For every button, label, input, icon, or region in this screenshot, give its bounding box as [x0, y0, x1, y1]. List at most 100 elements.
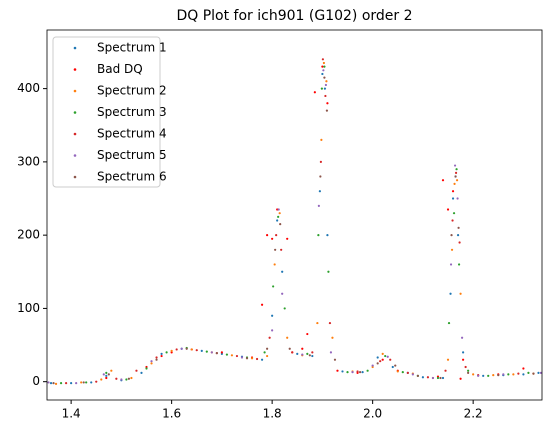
point — [271, 329, 274, 332]
point — [82, 381, 85, 384]
legend-box — [52, 36, 161, 188]
point — [316, 321, 319, 325]
point — [321, 58, 324, 61]
axes-frame — [46, 29, 543, 401]
legend-marker — [73, 68, 77, 71]
legend-label: Spectrum 6 — [97, 170, 167, 184]
point — [331, 336, 334, 339]
point — [125, 378, 128, 381]
point — [487, 374, 490, 377]
point — [453, 164, 457, 167]
point — [105, 376, 108, 380]
point — [507, 373, 510, 376]
point — [185, 347, 188, 350]
point — [135, 369, 138, 372]
point — [180, 347, 183, 350]
point — [537, 371, 540, 374]
point — [225, 353, 229, 356]
y-tick-label: 400 — [17, 81, 40, 95]
chart-title: DQ Plot for ich901 (G102) order 2 — [176, 8, 412, 24]
x-tick-label: 1.8 — [263, 407, 282, 421]
point — [467, 369, 470, 372]
point — [80, 381, 83, 384]
x-tick-label: 1.6 — [162, 407, 181, 421]
point — [321, 72, 324, 76]
point — [451, 197, 455, 200]
point — [454, 171, 458, 174]
point — [266, 347, 269, 350]
point — [313, 91, 316, 94]
point — [444, 369, 447, 372]
point — [145, 367, 148, 370]
point — [455, 179, 459, 182]
point — [351, 371, 354, 374]
legend-label: Bad DQ — [97, 62, 143, 76]
point — [441, 376, 445, 380]
point — [272, 285, 275, 288]
point — [323, 87, 327, 90]
point — [268, 336, 271, 339]
point — [376, 362, 379, 365]
point — [462, 351, 465, 354]
point — [361, 371, 364, 374]
point — [301, 353, 304, 356]
legend-label: Spectrum 3 — [97, 105, 167, 119]
point — [170, 349, 173, 353]
point — [451, 190, 455, 193]
point — [160, 352, 163, 355]
point — [308, 354, 311, 357]
point — [326, 102, 329, 105]
point — [47, 381, 50, 384]
point — [381, 352, 384, 355]
point — [446, 358, 450, 361]
point — [462, 358, 465, 361]
legend-marker — [73, 154, 77, 157]
point — [263, 351, 266, 354]
point — [406, 371, 409, 374]
point — [460, 336, 464, 339]
point — [421, 376, 424, 379]
point — [517, 372, 520, 375]
point — [276, 208, 279, 211]
point — [59, 382, 63, 385]
point — [450, 234, 453, 237]
point — [283, 307, 286, 310]
legend-marker — [73, 132, 77, 136]
point — [328, 321, 332, 325]
point — [275, 234, 278, 237]
point — [49, 382, 53, 385]
point — [274, 248, 277, 251]
point — [288, 347, 291, 350]
point — [492, 373, 495, 377]
point — [431, 376, 435, 380]
point — [281, 270, 284, 273]
point — [323, 65, 326, 68]
point — [322, 69, 325, 72]
point — [482, 374, 485, 377]
point — [384, 354, 387, 358]
y-tick-label: 200 — [17, 228, 40, 242]
point — [452, 212, 456, 215]
legend-marker — [73, 175, 77, 179]
point — [205, 350, 208, 353]
point — [346, 371, 349, 374]
x-tick-label: 2.2 — [464, 407, 483, 421]
point — [271, 314, 274, 317]
point — [110, 369, 113, 372]
point — [319, 160, 322, 163]
point — [127, 377, 131, 380]
point — [317, 204, 320, 207]
point — [472, 373, 475, 376]
legend-label: Spectrum 1 — [97, 41, 167, 55]
point — [75, 382, 78, 385]
point — [281, 292, 284, 295]
point — [280, 248, 283, 251]
point — [451, 219, 454, 222]
point — [140, 371, 143, 374]
legend-marker — [73, 46, 77, 50]
legend-marker — [73, 111, 77, 114]
point — [278, 212, 281, 215]
point — [150, 360, 153, 363]
point — [245, 357, 249, 360]
